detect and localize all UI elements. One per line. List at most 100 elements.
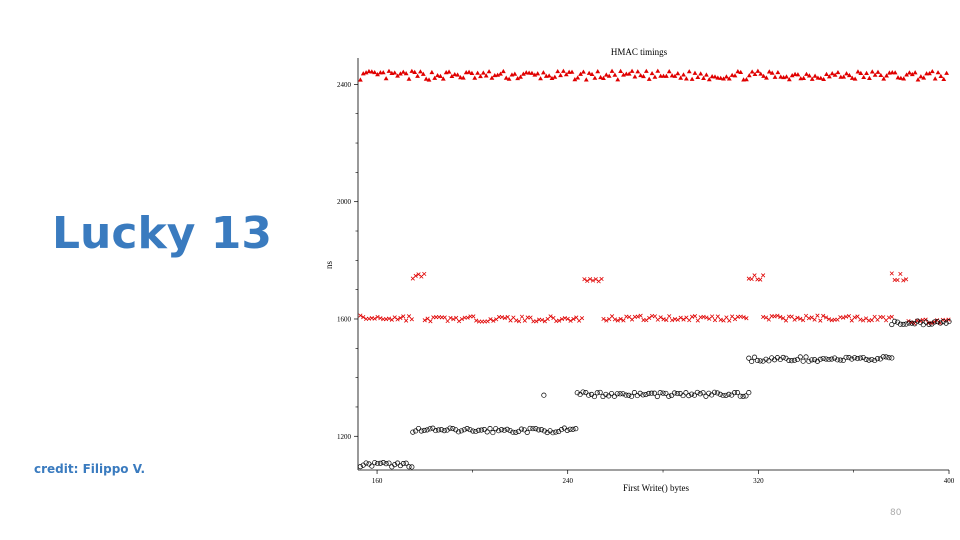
circle-point bbox=[629, 393, 635, 399]
cross-point bbox=[612, 317, 617, 322]
triangle-point bbox=[892, 70, 898, 75]
triangle-point bbox=[466, 69, 472, 74]
circle-point bbox=[481, 427, 487, 433]
cross-stroke bbox=[881, 315, 886, 320]
cross-point bbox=[422, 318, 427, 323]
triangle-point bbox=[538, 76, 543, 81]
circle-point bbox=[438, 427, 444, 433]
cross-stroke bbox=[758, 277, 763, 282]
cross-point bbox=[895, 277, 900, 283]
cross-point bbox=[758, 277, 763, 282]
cross-point bbox=[664, 317, 669, 323]
circle-point bbox=[400, 461, 406, 467]
triangle-point bbox=[901, 76, 907, 81]
cross-stroke bbox=[749, 276, 754, 282]
circle-point bbox=[683, 390, 689, 396]
circle-point bbox=[651, 390, 658, 396]
cross-stroke bbox=[488, 317, 493, 322]
cross-point bbox=[621, 318, 626, 323]
y-tick-label: 2000 bbox=[337, 198, 352, 206]
circle-point bbox=[424, 427, 430, 433]
circle-point bbox=[447, 425, 453, 431]
cross-stroke bbox=[732, 317, 738, 322]
circle-point bbox=[550, 430, 556, 436]
triangle-point bbox=[884, 73, 889, 78]
cross-stroke bbox=[375, 314, 380, 320]
circle-point bbox=[516, 428, 522, 434]
triangle-point bbox=[701, 75, 706, 80]
x-tick-label: 400 bbox=[944, 477, 955, 485]
triangle-point bbox=[895, 75, 901, 80]
cross-stroke bbox=[855, 314, 860, 319]
cross-stroke bbox=[454, 315, 459, 320]
circle-point bbox=[363, 460, 369, 466]
triangle-point bbox=[815, 75, 821, 80]
triangle-point bbox=[615, 77, 621, 82]
cross-point bbox=[792, 317, 797, 322]
triangle-point bbox=[824, 71, 829, 76]
circle-point bbox=[609, 390, 615, 397]
triangle-point bbox=[755, 68, 761, 73]
triangle-point bbox=[752, 71, 758, 77]
cross-stroke bbox=[517, 319, 522, 324]
triangle-point bbox=[632, 74, 638, 79]
cross-point bbox=[372, 316, 377, 321]
triangle-point bbox=[689, 76, 695, 81]
cross-point bbox=[635, 314, 640, 319]
triangle-point bbox=[792, 71, 798, 76]
circle-point bbox=[912, 321, 918, 327]
triangle-point bbox=[778, 74, 784, 79]
cross-point bbox=[386, 316, 392, 321]
circle-point bbox=[932, 319, 938, 325]
triangle-point bbox=[818, 75, 824, 80]
circle-point bbox=[631, 390, 637, 396]
circle-point bbox=[812, 357, 818, 363]
triangle-point bbox=[446, 69, 452, 74]
cross-point bbox=[505, 314, 510, 320]
triangle-point bbox=[735, 68, 741, 74]
triangle-point bbox=[861, 74, 867, 80]
triangle-point bbox=[695, 74, 701, 80]
cross-point bbox=[428, 319, 433, 324]
cross-point bbox=[798, 316, 803, 321]
triangle-point bbox=[784, 74, 789, 79]
triangle-point bbox=[646, 76, 652, 81]
cross-stroke bbox=[704, 315, 709, 320]
cross-stroke bbox=[935, 318, 940, 323]
circle-point bbox=[597, 389, 603, 395]
triangle-point bbox=[581, 69, 586, 74]
triangle-point bbox=[569, 69, 575, 74]
circle-point bbox=[530, 426, 536, 432]
cross-stroke bbox=[792, 317, 797, 322]
triangle-point bbox=[772, 74, 778, 79]
cross-point bbox=[465, 315, 470, 320]
circle-point bbox=[780, 354, 786, 361]
triangle-point bbox=[512, 71, 518, 76]
cross-stroke bbox=[568, 318, 573, 323]
cross-stroke bbox=[582, 277, 587, 282]
triangle-point bbox=[469, 70, 475, 76]
cross-stroke bbox=[588, 276, 593, 282]
cross-stroke bbox=[416, 272, 421, 277]
triangle-point bbox=[649, 70, 655, 76]
cross-point bbox=[442, 315, 447, 320]
cross-point bbox=[599, 276, 604, 282]
circle-point bbox=[433, 428, 439, 434]
cross-stroke bbox=[783, 318, 789, 323]
circle-point bbox=[674, 391, 680, 397]
circle-point bbox=[869, 356, 875, 363]
cross-point bbox=[675, 317, 680, 322]
circle-point bbox=[413, 428, 419, 434]
cross-stroke bbox=[730, 314, 735, 319]
circle-point bbox=[504, 426, 510, 432]
credit-text: credit: Filippo V. bbox=[34, 462, 146, 476]
y-tick-label: 2400 bbox=[337, 81, 352, 89]
cross-stroke bbox=[505, 314, 510, 320]
circle-point bbox=[689, 391, 695, 397]
cross-stroke bbox=[609, 314, 615, 319]
cross-point bbox=[783, 318, 789, 323]
triangle-point bbox=[609, 68, 615, 73]
cross-point bbox=[898, 271, 903, 277]
cross-point bbox=[841, 315, 846, 320]
triangle-point bbox=[523, 70, 529, 75]
